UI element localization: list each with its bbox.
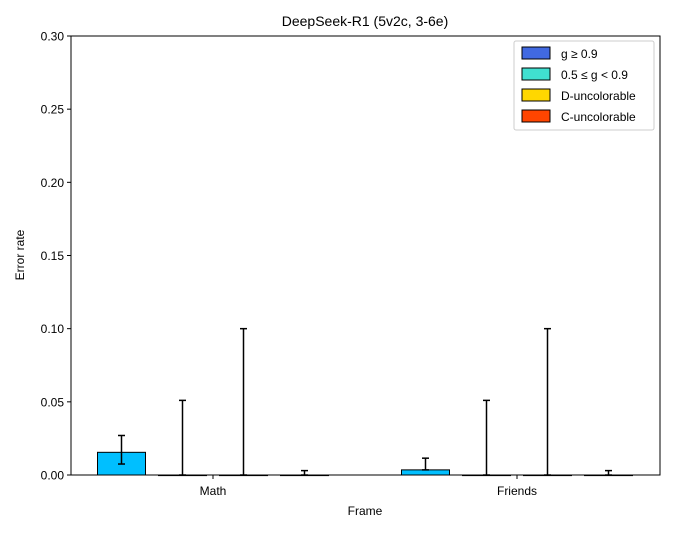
legend-swatch bbox=[521, 46, 551, 60]
chart-title: DeepSeek-R1 (5v2c, 3-6e) bbox=[282, 13, 449, 29]
legend-label: D-uncolorable bbox=[561, 89, 636, 103]
legend-label: g ≥ 0.9 bbox=[561, 47, 598, 61]
legend-box bbox=[513, 40, 655, 131]
y-tick-label: 0.00 bbox=[41, 469, 65, 483]
y-tick-label: 0.05 bbox=[41, 395, 65, 409]
x-tick-label: Friends bbox=[497, 484, 537, 498]
y-tick-label: 0.20 bbox=[41, 176, 65, 190]
legend-label: 0.5 ≤ g < 0.9 bbox=[561, 68, 628, 82]
legend-swatch bbox=[521, 109, 551, 123]
y-tick-label: 0.25 bbox=[41, 103, 65, 117]
x-axis-label: Frame bbox=[348, 504, 383, 518]
y-axis-label: Error rate bbox=[13, 229, 27, 280]
legend: g ≥ 0.9 0.5 ≤ g < 0.9 D-uncolorable C-uncol… bbox=[513, 40, 655, 131]
bar bbox=[401, 469, 450, 476]
legend-swatch bbox=[521, 88, 551, 102]
x-tick-label: Math bbox=[200, 484, 227, 498]
legend-swatch bbox=[521, 67, 551, 81]
y-tick-label: 0.10 bbox=[41, 322, 65, 336]
y-tick-label: 0.30 bbox=[41, 30, 65, 44]
legend-label: C-uncolorable bbox=[561, 110, 636, 124]
y-tick-label: 0.15 bbox=[41, 249, 65, 263]
